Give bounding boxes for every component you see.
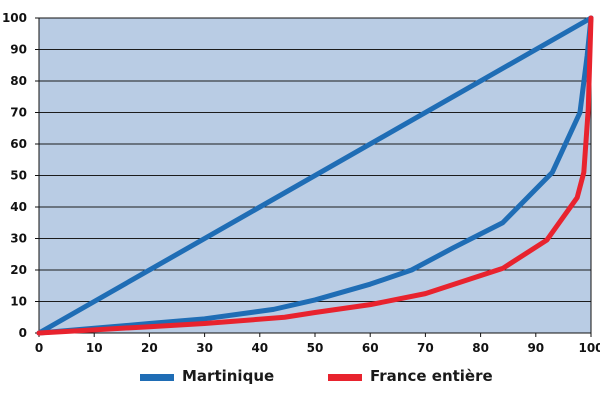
y-tick-label-90: 90 bbox=[10, 43, 27, 57]
x-tick-label-50: 50 bbox=[307, 341, 324, 355]
y-tick-label-40: 40 bbox=[10, 200, 27, 214]
x-tick-label-30: 30 bbox=[196, 341, 213, 355]
y-tick-label-100: 100 bbox=[2, 11, 27, 25]
legend-swatch-martinique bbox=[140, 374, 174, 381]
y-tick-label-70: 70 bbox=[10, 106, 27, 120]
x-tick-label-70: 70 bbox=[417, 341, 434, 355]
x-tick-label-40: 40 bbox=[251, 341, 268, 355]
series-line-martinique bbox=[36, 15, 594, 336]
y-tick-label-80: 80 bbox=[10, 74, 27, 88]
legend-swatch-france-enti-re bbox=[328, 374, 362, 381]
x-tick-label-60: 60 bbox=[362, 341, 379, 355]
y-tick-label-0: 0 bbox=[19, 326, 27, 340]
legend-label-martinique: Martinique bbox=[182, 367, 274, 385]
x-tick-label-80: 80 bbox=[472, 341, 489, 355]
x-tick-label-20: 20 bbox=[141, 341, 158, 355]
y-tick-label-50: 50 bbox=[10, 169, 27, 183]
x-tick-label-90: 90 bbox=[527, 341, 544, 355]
x-tick-label-0: 0 bbox=[35, 341, 43, 355]
x-tick-label-100: 100 bbox=[578, 341, 600, 355]
y-tick-label-10: 10 bbox=[10, 295, 27, 309]
y-tick-label-60: 60 bbox=[10, 137, 27, 151]
y-tick-label-20: 20 bbox=[10, 263, 27, 277]
y-tick-label-30: 30 bbox=[10, 232, 27, 246]
legend-label-france-enti-re: France entière bbox=[370, 367, 493, 385]
series-line-equality bbox=[36, 15, 594, 336]
x-tick-label-10: 10 bbox=[86, 341, 103, 355]
series-line-france-enti-re bbox=[36, 15, 594, 336]
